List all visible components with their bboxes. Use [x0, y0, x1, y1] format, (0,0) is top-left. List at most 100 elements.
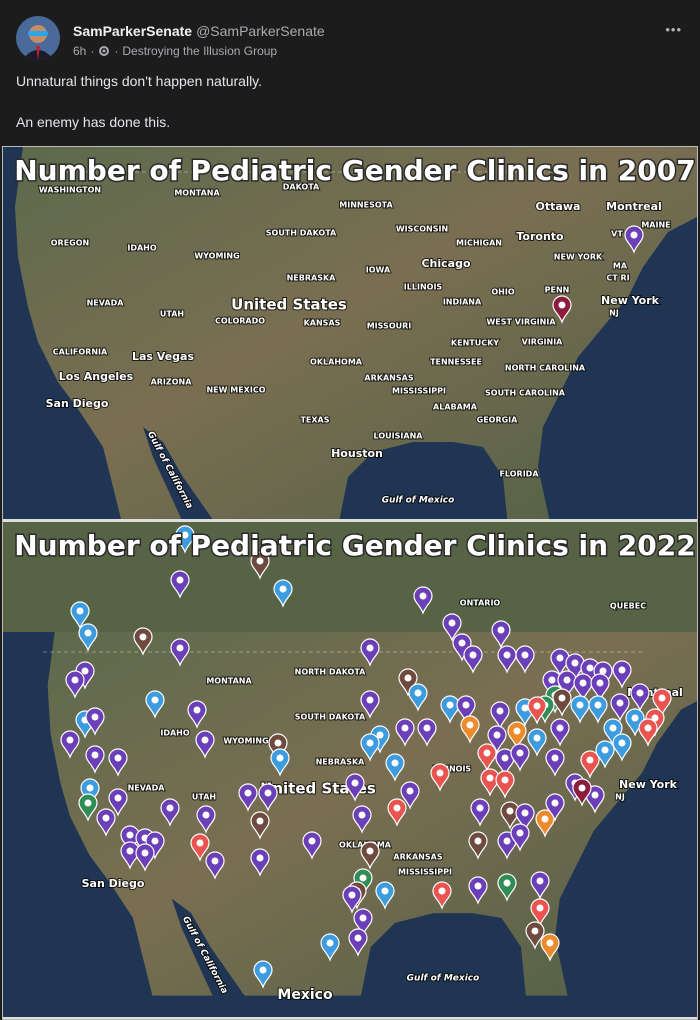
map-pin	[345, 773, 365, 802]
map-image[interactable]: WASHINGTON MONTANA DAKOTA MINNESOTA Ottawa Mo…	[3, 147, 697, 519]
pin-body	[456, 695, 476, 724]
map-pin	[497, 873, 517, 902]
map-label: TENNESSEE	[430, 358, 482, 367]
map-pin	[196, 805, 216, 834]
pin-body	[630, 683, 650, 712]
pin-body	[417, 718, 437, 747]
map-pin	[408, 683, 428, 712]
pin-dot	[513, 727, 521, 735]
map-label: San Diego	[46, 397, 109, 410]
author-name[interactable]: SamParkerSenate	[73, 23, 193, 39]
pin-dot	[446, 701, 454, 709]
pin-dot	[419, 592, 427, 600]
map-pin	[170, 570, 190, 599]
pin-body	[395, 718, 415, 747]
map-pin	[468, 831, 488, 860]
map-pin	[545, 793, 565, 822]
map-image[interactable]: ONTARIO QUEBEC NORTH DAKOTA SOUTH DAKOTA MON…	[3, 522, 697, 1017]
post-time[interactable]: 6h	[73, 44, 87, 58]
pin-dot	[176, 576, 184, 584]
map-label: MISSISSIPPI	[398, 868, 452, 877]
pin-body	[187, 700, 207, 729]
map-pin	[170, 638, 190, 667]
pin-body	[515, 645, 535, 674]
pin-dot	[578, 784, 586, 792]
map-label: MINNESOTA	[339, 201, 393, 210]
pin-dot	[308, 837, 316, 845]
pin-body	[348, 928, 368, 957]
map-pin	[145, 690, 165, 719]
map-pin	[590, 673, 610, 702]
pin-dot	[599, 667, 607, 675]
map-pin	[413, 586, 433, 615]
pin-body	[530, 871, 550, 900]
post-menu[interactable]: •••	[665, 22, 682, 37]
group-name[interactable]: Destroying the Illusion Group	[122, 44, 278, 58]
map-label: VT	[611, 230, 623, 239]
pin-body	[610, 693, 630, 722]
pin-dot	[506, 807, 514, 815]
pin-body	[527, 696, 547, 725]
map-pin	[195, 730, 215, 759]
pin-dot	[609, 724, 617, 732]
map-label: ALABAMA	[433, 403, 478, 412]
pin-dot	[102, 814, 110, 822]
author-handle[interactable]: @SamParkerSenate	[196, 23, 325, 39]
pin-dot	[348, 891, 356, 899]
pin-body	[507, 721, 527, 750]
post-text: Unnatural things don't happen naturally.	[16, 73, 263, 89]
pin-dot	[521, 809, 529, 817]
map-pin	[250, 848, 270, 877]
author[interactable]: SamParkerSenate @SamParkerSenate	[73, 23, 325, 39]
pin-body	[652, 688, 672, 717]
map-label: WYOMING	[223, 737, 268, 746]
pin-dot	[521, 651, 529, 659]
map-label: MONTANA	[174, 189, 220, 198]
map-label: LOUISIANA	[374, 432, 424, 441]
separator: ·	[114, 44, 119, 58]
map-label: IDAHO	[127, 244, 157, 253]
pin-dot	[279, 585, 287, 593]
pin-dot	[81, 667, 89, 675]
avatar[interactable]	[16, 16, 60, 60]
map-pin	[515, 645, 535, 674]
pin-dot	[462, 701, 470, 709]
post-meta: 6h · · Destroying the Illusion Group	[73, 44, 277, 58]
pin-dot	[393, 804, 401, 812]
pin-dot	[359, 874, 367, 882]
pin-dot	[548, 676, 556, 684]
map-pin	[468, 876, 488, 905]
map-pin	[491, 620, 511, 649]
group-icon	[99, 46, 110, 56]
pin-body	[491, 620, 511, 649]
map-pin	[270, 748, 290, 777]
pin-dot	[563, 676, 571, 684]
pin-dot	[644, 724, 652, 732]
map-label: Houston	[331, 447, 383, 460]
map-pin	[652, 688, 672, 717]
map-pin	[250, 551, 270, 580]
pin-body	[540, 933, 560, 962]
pin-body	[96, 808, 116, 837]
pin-dot	[76, 607, 84, 615]
map-label: Toronto	[516, 230, 564, 243]
map-pin	[250, 811, 270, 840]
pin-body	[360, 841, 380, 870]
map-pin	[507, 721, 527, 750]
pin-dot	[114, 754, 122, 762]
map-label: OREGON	[51, 239, 90, 248]
post-text: An enemy has done this.	[16, 114, 171, 130]
pin-dot	[576, 701, 584, 709]
pin-body	[480, 768, 500, 797]
pin-dot	[256, 817, 264, 825]
map-pin	[395, 718, 415, 747]
pin-body	[205, 851, 225, 880]
pin-dot	[414, 689, 422, 697]
pin-dot	[497, 626, 505, 634]
pin-dot	[503, 837, 511, 845]
map-pin	[495, 770, 515, 799]
pin-dot	[166, 804, 174, 812]
map-label: WEST VIRGINIA	[486, 318, 556, 327]
pin-dot	[558, 301, 566, 309]
map-label: NORTH DAKOTA	[295, 668, 367, 677]
